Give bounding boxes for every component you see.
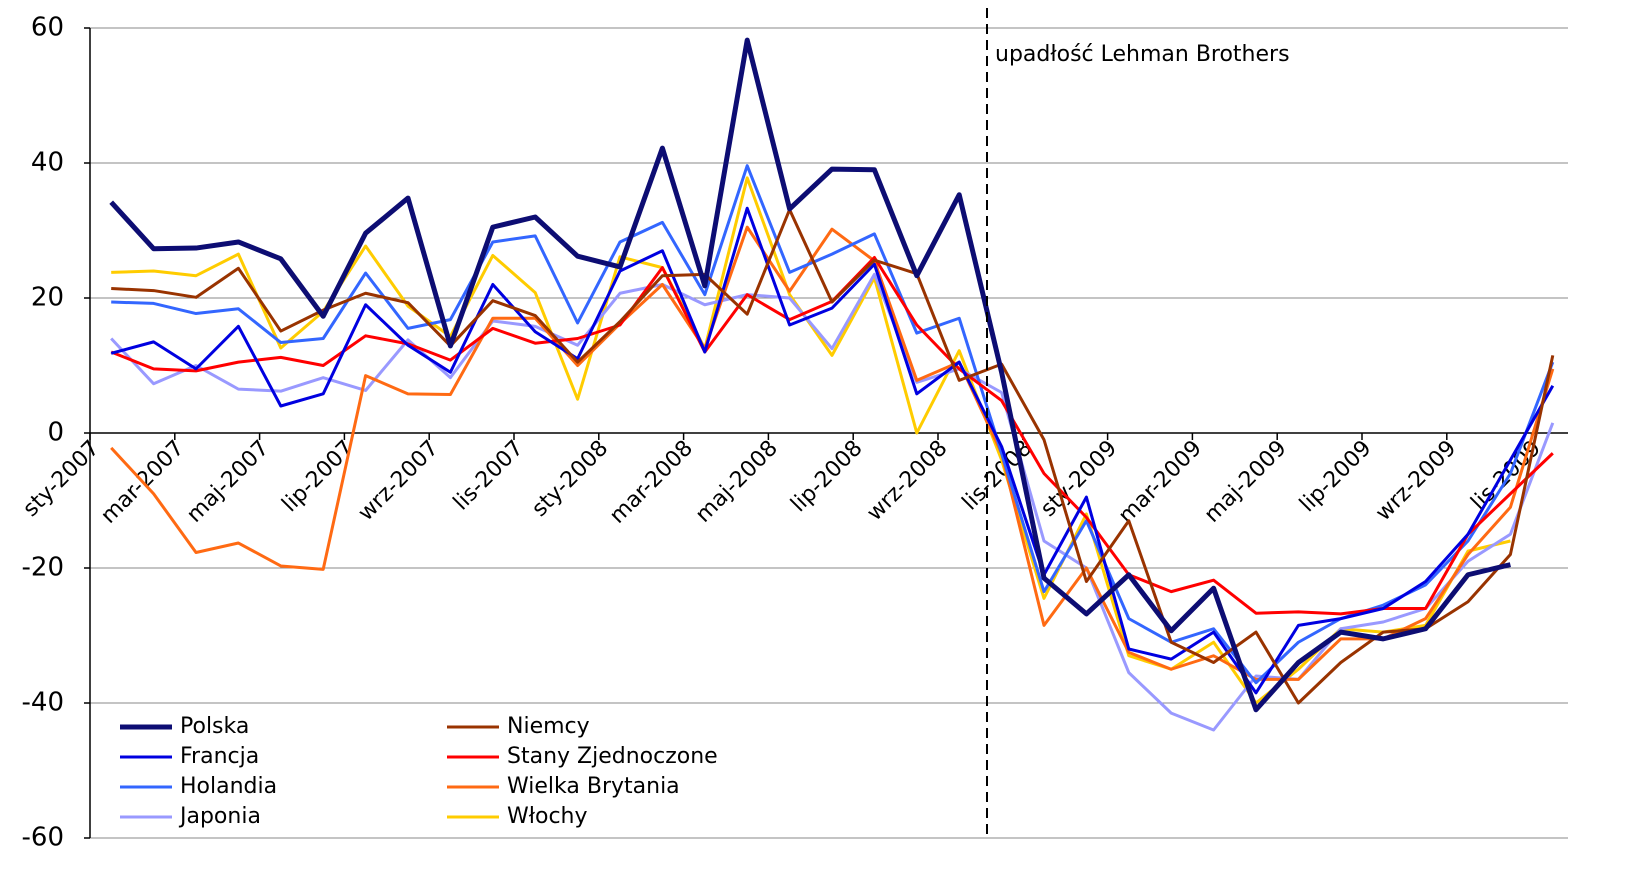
y-tick-label: -20	[22, 553, 64, 583]
x-tick-label: wrz-2008	[862, 436, 952, 526]
x-tick-label: mar-2008	[605, 436, 698, 529]
y-tick-label: 60	[31, 13, 64, 43]
series-line	[110, 206, 1555, 695]
series-line	[111, 208, 1555, 705]
x-tick-label: lip-2009	[1295, 436, 1376, 517]
x-tick-label: sty-2007	[18, 436, 104, 522]
y-tick-label: -60	[22, 823, 64, 853]
y-tick-label: 40	[31, 148, 64, 178]
series-line	[109, 37, 1511, 713]
x-tick-label: sty-2008	[527, 436, 613, 522]
x-tick-label: maj-2008	[691, 436, 783, 528]
legend-label: Japonia	[178, 804, 261, 829]
annotation: upadłość Lehman Brothers	[995, 42, 1290, 67]
x-tick-label: lis-2007	[449, 436, 529, 516]
legend-label: Francja	[180, 744, 259, 769]
x-tick-label: wrz-2007	[354, 436, 444, 526]
legend-label: Polska	[180, 714, 249, 739]
x-tick-label: wrz-2009	[1371, 436, 1461, 526]
legend-label: Włochy	[507, 804, 588, 829]
x-tick-label: mar-2009	[1114, 436, 1207, 529]
x-tick-label: maj-2007	[182, 436, 274, 528]
y-tick-label: 20	[31, 283, 64, 313]
x-tick-label: lip-2008	[786, 436, 867, 517]
x-tick-label: lip-2007	[277, 436, 358, 517]
series-line	[110, 272, 1555, 732]
series-line	[110, 225, 1555, 681]
legend-label: Niemcy	[507, 714, 590, 739]
legend-label: Stany Zjednoczone	[507, 744, 718, 769]
legend-label: Wielka Brytania	[507, 774, 680, 799]
y-tick-label: -40	[22, 688, 64, 718]
series-line	[111, 164, 1555, 685]
legend-label: Holandia	[180, 774, 277, 799]
y-tick-label: 0	[47, 418, 64, 448]
x-tick-label: maj-2009	[1200, 436, 1292, 528]
